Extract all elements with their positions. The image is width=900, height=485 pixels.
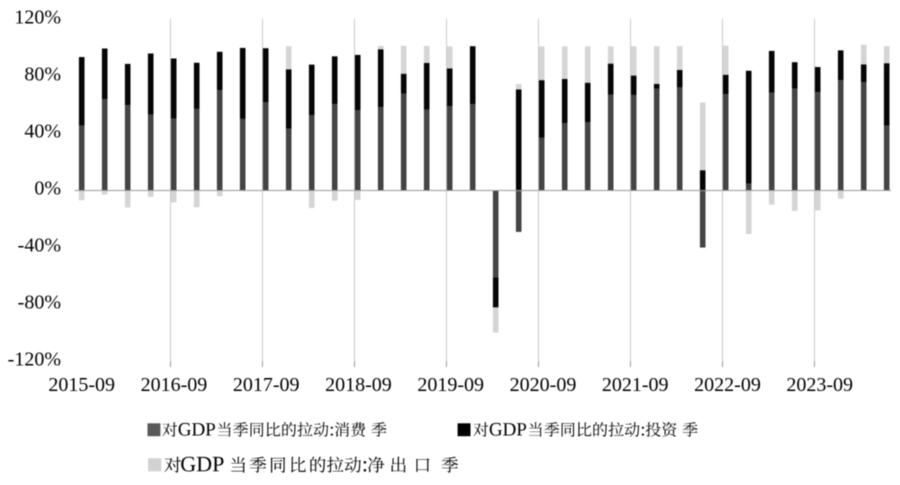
svg-text:2018-09: 2018-09 (325, 374, 392, 396)
svg-text:0%: 0% (34, 178, 61, 200)
svg-text:40%: 40% (24, 121, 61, 143)
svg-text:-40%: -40% (18, 235, 61, 257)
svg-text:2017-09: 2017-09 (233, 374, 300, 396)
svg-text:2022-09: 2022-09 (694, 374, 761, 396)
svg-text:2015-09: 2015-09 (48, 374, 115, 396)
svg-text:2023-09: 2023-09 (786, 374, 853, 396)
svg-text:2021-09: 2021-09 (602, 374, 669, 396)
svg-text:2020-09: 2020-09 (510, 374, 577, 396)
svg-text:120%: 120% (14, 7, 61, 29)
svg-text:-120%: -120% (8, 349, 61, 371)
svg-text:2016-09: 2016-09 (141, 374, 208, 396)
svg-text:80%: 80% (24, 64, 61, 86)
svg-text:2019-09: 2019-09 (417, 374, 484, 396)
svg-text:-80%: -80% (18, 292, 61, 314)
